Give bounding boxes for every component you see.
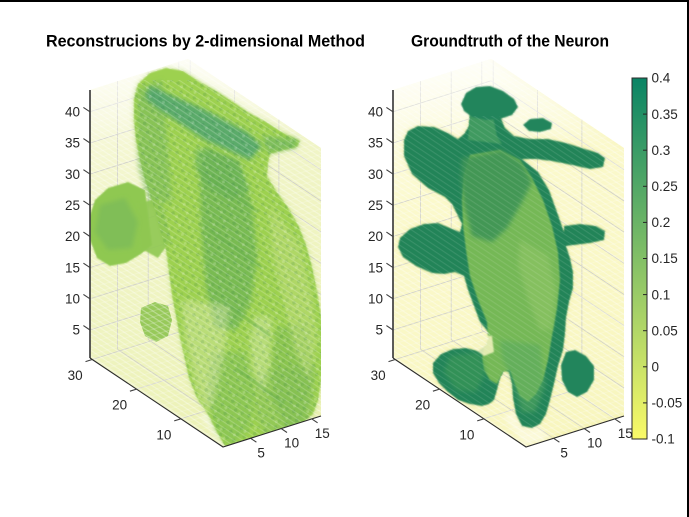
svg-text:0.2: 0.2 (652, 215, 671, 230)
svg-text:30: 30 (371, 368, 386, 383)
svg-text:15: 15 (315, 426, 330, 441)
svg-text:10: 10 (459, 427, 474, 442)
svg-text:5: 5 (257, 445, 265, 460)
svg-text:0.3: 0.3 (652, 143, 671, 158)
svg-text:30: 30 (368, 167, 383, 182)
svg-text:25: 25 (65, 198, 80, 213)
svg-text:0.25: 0.25 (652, 179, 678, 194)
svg-text:0.35: 0.35 (652, 107, 678, 122)
svg-text:0.15: 0.15 (652, 251, 678, 266)
svg-text:35: 35 (65, 136, 80, 151)
svg-text:15: 15 (368, 260, 383, 275)
svg-text:20: 20 (65, 229, 80, 244)
svg-text:5: 5 (375, 323, 383, 338)
svg-text:10: 10 (587, 436, 602, 451)
svg-text:40: 40 (368, 105, 383, 120)
svg-text:0.1: 0.1 (652, 287, 671, 302)
svg-text:15: 15 (65, 260, 80, 275)
svg-text:-0.1: -0.1 (652, 432, 675, 447)
svg-text:10: 10 (284, 436, 299, 451)
svg-text:Reconstrucions by 2-dimensiona: Reconstrucions by 2-dimensional Method (46, 33, 365, 51)
svg-text:5: 5 (560, 445, 568, 460)
svg-text:0: 0 (652, 360, 660, 375)
svg-text:30: 30 (65, 167, 80, 182)
svg-text:10: 10 (156, 427, 171, 442)
svg-text:20: 20 (112, 398, 127, 413)
svg-text:20: 20 (368, 229, 383, 244)
svg-text:25: 25 (368, 198, 383, 213)
svg-text:35: 35 (368, 136, 383, 151)
svg-text:5: 5 (72, 323, 80, 338)
svg-text:30: 30 (68, 368, 83, 383)
svg-text:0.05: 0.05 (652, 323, 678, 338)
svg-text:20: 20 (415, 398, 430, 413)
svg-text:0.4: 0.4 (652, 71, 671, 86)
svg-text:Groundtruth of the Neuron: Groundtruth of the Neuron (411, 33, 609, 51)
svg-text:40: 40 (65, 105, 80, 120)
svg-text:10: 10 (368, 292, 383, 307)
svg-text:-0.05: -0.05 (652, 396, 683, 411)
svg-text:10: 10 (65, 292, 80, 307)
svg-text:15: 15 (618, 426, 633, 441)
